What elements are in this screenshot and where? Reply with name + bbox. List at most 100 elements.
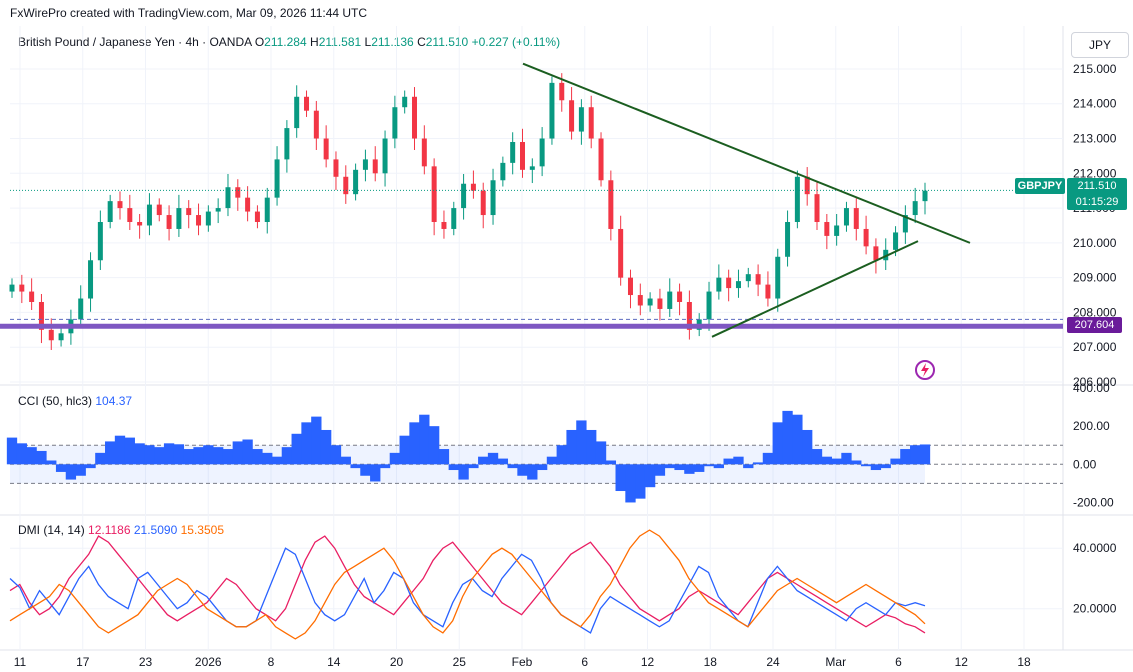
ohlc-close: 211.510: [425, 35, 469, 49]
candle-body: [834, 225, 840, 236]
candle-body: [539, 138, 545, 167]
price-tick-label: 213.000: [1073, 132, 1117, 146]
candle-body: [196, 215, 202, 226]
candle-body: [392, 107, 398, 139]
cci-bar: [134, 443, 145, 465]
candle-body: [500, 162, 506, 181]
dmi-line-3: [9, 529, 926, 640]
candle-body: [735, 281, 741, 289]
candle-body: [647, 298, 653, 306]
cci-bar: [880, 464, 891, 469]
candle-body: [58, 333, 64, 341]
candle-body: [412, 96, 418, 139]
cci-bar: [438, 449, 450, 465]
candle-body: [333, 159, 339, 177]
cci-bar: [811, 449, 823, 465]
cci-tick-label: 0.00: [1073, 457, 1097, 471]
candle-body: [78, 298, 84, 320]
candle-body: [588, 107, 594, 139]
time-tick-label: 14: [327, 655, 341, 669]
cci-bar: [252, 449, 263, 465]
time-tick-label: 12: [641, 655, 655, 669]
cci-bar: [242, 439, 253, 465]
cci-bar: [85, 464, 96, 469]
cci-bar: [772, 422, 783, 465]
cci-bar: [16, 443, 27, 465]
candle-body: [470, 183, 476, 191]
cci-bar: [536, 464, 548, 471]
price-tick-label: 212.000: [1073, 166, 1117, 180]
symbol-name[interactable]: British Pound / Japanese Yen · 4h · OAND…: [18, 35, 252, 49]
cci-bar: [320, 429, 332, 465]
dmi-legend-name: DMI (14, 14): [18, 523, 85, 537]
candle-body: [794, 176, 800, 222]
cci-bar: [821, 456, 832, 465]
time-tick-label: 18: [704, 655, 718, 669]
cci-bar: [782, 410, 793, 465]
time-tick-label: 12: [955, 655, 969, 669]
bar-countdown: 01:15:29: [1075, 196, 1119, 208]
cci-bar: [173, 444, 185, 465]
cci-bar: [635, 464, 646, 499]
cci-bar: [586, 429, 597, 465]
cci-bar: [860, 464, 872, 467]
currency-button[interactable]: JPY: [1071, 32, 1129, 58]
cci-bar: [684, 464, 695, 474]
cci-bar: [910, 445, 921, 465]
cci-bar: [203, 445, 214, 465]
candle-body: [549, 82, 555, 139]
candle-body: [863, 228, 869, 247]
cci-bar: [65, 464, 77, 480]
price-tick-label: 214.000: [1073, 97, 1117, 111]
cci-bar: [605, 460, 617, 465]
candle-body: [186, 208, 192, 216]
price-tick-label: 209.000: [1073, 271, 1117, 285]
cci-bar: [674, 464, 685, 471]
cci-bar: [262, 452, 273, 465]
time-tick-label: 6: [581, 655, 588, 669]
cci-bar: [95, 452, 106, 465]
cci-bar: [183, 449, 194, 465]
candle-body: [765, 284, 771, 299]
cci-bar: [527, 464, 538, 480]
candle-body: [598, 138, 604, 181]
candle-body: [873, 246, 879, 261]
candle-body: [637, 295, 643, 306]
candle-body: [107, 201, 113, 222]
candle-body: [117, 201, 123, 209]
candle-body: [48, 329, 54, 341]
price-tick-label: 208.000: [1073, 305, 1117, 319]
time-tick-label: 11: [14, 655, 27, 669]
cci-legend[interactable]: CCI (50, hlc3) 104.37: [18, 394, 132, 408]
cci-bar: [163, 443, 175, 465]
cci-bar: [448, 464, 459, 471]
cci-bar: [762, 452, 774, 465]
time-tick-label: Mar: [825, 655, 846, 669]
ohlc-high-label: H: [310, 35, 319, 49]
candle-body: [274, 159, 280, 198]
support-price-label: 207.604: [1067, 317, 1122, 333]
price-pane: [0, 62, 1063, 380]
candle-body: [254, 211, 260, 222]
axes: 215.000214.000213.000212.000211.000210.0…: [14, 62, 1117, 669]
candle-body: [922, 190, 928, 202]
candle-body: [785, 222, 791, 257]
candle-body: [313, 110, 319, 139]
price-tick-label: 215.000: [1073, 62, 1117, 76]
candle-body: [235, 187, 241, 198]
candle-body: [294, 96, 300, 129]
candle-body: [9, 284, 15, 292]
cci-bar: [458, 464, 469, 480]
candle-body: [510, 142, 516, 163]
candle-body: [97, 222, 103, 261]
dmi-legend[interactable]: DMI (14, 14) 12.1186 21.5090 15.3505: [18, 523, 224, 537]
lightning-bolt-icon: [921, 363, 929, 377]
cci-bar: [694, 464, 705, 472]
candle-body: [618, 228, 624, 278]
cci-bar: [644, 464, 656, 488]
cci-bar: [379, 464, 391, 469]
cci-bar: [124, 437, 135, 465]
dmi-line-2: [9, 547, 926, 634]
cci-bar: [419, 414, 430, 465]
